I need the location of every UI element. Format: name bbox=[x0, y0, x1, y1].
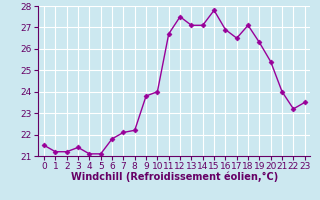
X-axis label: Windchill (Refroidissement éolien,°C): Windchill (Refroidissement éolien,°C) bbox=[71, 172, 278, 182]
